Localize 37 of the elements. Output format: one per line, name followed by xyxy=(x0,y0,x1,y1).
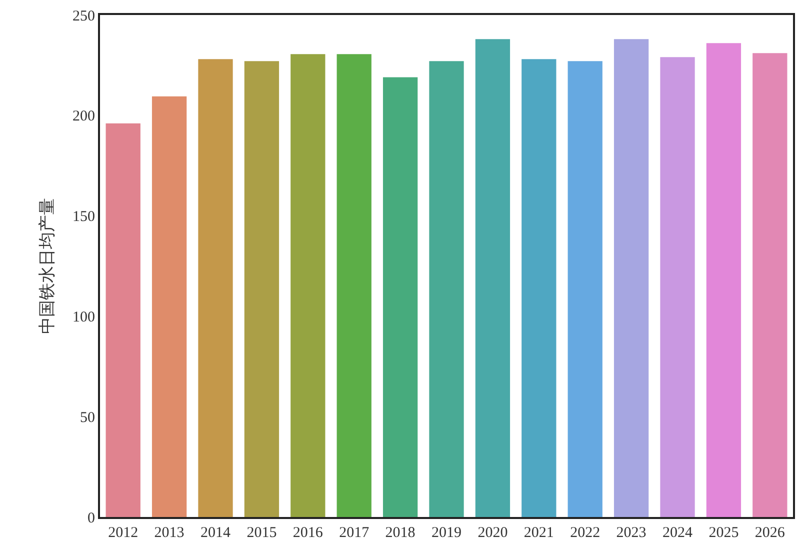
bar xyxy=(475,39,510,517)
bar xyxy=(429,61,464,517)
bar xyxy=(382,77,418,517)
bar xyxy=(522,59,556,517)
x-tick-label: 2012 xyxy=(108,525,138,541)
bar xyxy=(290,54,326,517)
x-tick-label: 2025 xyxy=(708,525,739,541)
x-tick-label: 2016 xyxy=(292,525,324,541)
bar xyxy=(198,59,233,517)
x-tick-label: 2023 xyxy=(616,525,646,541)
x-tick-label: 2017 xyxy=(339,525,370,541)
x-tick-label: 2020 xyxy=(478,525,508,541)
y-tick-label: 250 xyxy=(72,8,95,24)
bar xyxy=(244,61,280,517)
bar xyxy=(706,43,742,517)
x-tick-label: 2019 xyxy=(432,525,462,541)
x-tick-label: 2014 xyxy=(200,525,231,541)
x-tick-label: 2013 xyxy=(154,525,184,541)
x-tick-label: 2021 xyxy=(524,525,554,541)
bar xyxy=(660,57,695,517)
y-tick-label: 100 xyxy=(72,309,95,326)
bar xyxy=(106,123,140,517)
y-tick-label: 150 xyxy=(72,209,95,226)
y-tick-label: 0 xyxy=(88,510,95,526)
bar xyxy=(152,96,187,517)
x-tick-label: 2022 xyxy=(570,525,600,541)
y-tick-label: 200 xyxy=(72,108,95,125)
bar xyxy=(752,53,788,517)
bar xyxy=(614,39,649,517)
y-tick-label: 50 xyxy=(80,410,95,426)
x-tick-label: 2026 xyxy=(754,525,786,541)
bar xyxy=(336,54,372,517)
x-tick-label: 2015 xyxy=(246,525,277,541)
y-axis-title: 中国铁水日均产量 xyxy=(38,198,58,334)
x-tick-label: 2024 xyxy=(662,525,693,541)
x-tick-label: 2018 xyxy=(385,525,416,541)
bar xyxy=(568,61,602,517)
